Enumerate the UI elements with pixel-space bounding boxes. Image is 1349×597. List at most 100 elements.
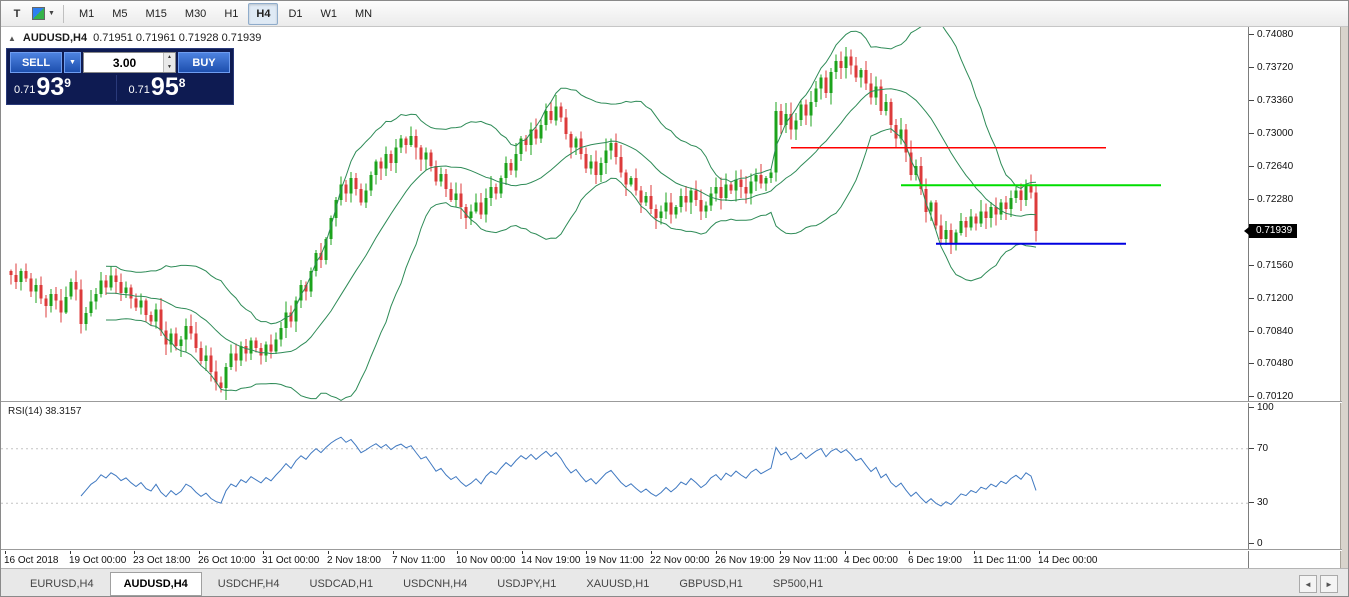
buy-price-prefix: 0.71 bbox=[128, 84, 150, 96]
tab-usdcad-h1[interactable]: USDCAD,H1 bbox=[309, 577, 374, 590]
time-axis-tick bbox=[845, 551, 846, 554]
volume-dropdown-button[interactable]: ▼ bbox=[64, 52, 81, 73]
one-click-toggle-icon[interactable]: ▲ bbox=[8, 33, 16, 43]
rsi-indicator-label: RSI(14) 38.3157 bbox=[8, 406, 82, 417]
timeframe-m5[interactable]: M5 bbox=[112, 7, 128, 20]
time-axis-tick bbox=[134, 551, 135, 554]
time-axis-label: 19 Oct 00:00 bbox=[69, 555, 127, 566]
time-axis-tick bbox=[716, 551, 717, 554]
time-axis-tick bbox=[263, 551, 264, 554]
tab-scroll-left-icon[interactable]: ◄ bbox=[1299, 575, 1317, 593]
chart-tabbar: EURUSD,H4 AUDUSD,H4 USDCHF,H4 USDCAD,H1 … bbox=[1, 568, 1348, 596]
price-axis-label: 0.72280 bbox=[1248, 194, 1294, 205]
rsi-levels bbox=[1, 448, 1248, 504]
time-axis-label: 26 Nov 19:00 bbox=[715, 555, 775, 566]
main-chart-canvas[interactable] bbox=[1, 27, 1248, 401]
time-axis-tick bbox=[393, 551, 394, 554]
time-axis-label: 7 Nov 11:00 bbox=[392, 555, 446, 566]
vertical-scrollbar[interactable] bbox=[1340, 27, 1348, 568]
timeframe-h1[interactable]: H1 bbox=[224, 7, 239, 20]
tab-usdjpy-h1[interactable]: USDJPY,H1 bbox=[497, 577, 557, 590]
tab-usdcnh-h4[interactable]: USDCNH,H4 bbox=[403, 577, 468, 590]
volume-input[interactable] bbox=[84, 53, 175, 72]
time-axis-tick bbox=[780, 551, 781, 554]
pane-separator[interactable] bbox=[1, 401, 1342, 403]
text-tool-icon: T bbox=[13, 7, 21, 20]
time-axis-tick bbox=[651, 551, 652, 554]
time-axis-label: 26 Oct 10:00 bbox=[198, 555, 256, 566]
price-axis-label: 0.73720 bbox=[1248, 62, 1294, 73]
price-axis: 0.71939 0.74080 0.73720 0.73360 0.73000 0.72… bbox=[1243, 27, 1342, 568]
tab-gbpusd-h1[interactable]: GBPUSD,H1 bbox=[679, 577, 743, 590]
time-axis: 16 Oct 2018 19 Oct 00:00 23 Oct 18:00 26 Oc… bbox=[1, 551, 1248, 568]
chart-ohlc-label: 0.71951 0.71961 0.71928 0.71939 bbox=[93, 32, 262, 44]
time-axis-tick bbox=[586, 551, 587, 554]
rsi-indicator-canvas[interactable] bbox=[1, 403, 1248, 549]
time-axis-label: 6 Dec 19:00 bbox=[908, 555, 962, 566]
text-tool-button[interactable]: T bbox=[5, 3, 29, 25]
price-axis-label: 0.74080 bbox=[1248, 29, 1294, 40]
tab-eurusd-h4[interactable]: EURUSD,H4 bbox=[30, 577, 94, 590]
price-axis-label: 0.70840 bbox=[1248, 326, 1294, 337]
time-axis-label: 2 Nov 18:00 bbox=[327, 555, 381, 566]
bollinger-bands bbox=[105, 27, 1037, 401]
volume-field-wrap: ▲ ▼ bbox=[83, 52, 176, 73]
timeframe-m30[interactable]: M30 bbox=[184, 7, 207, 20]
tab-usdchf-h4[interactable]: USDCHF,H4 bbox=[217, 577, 280, 590]
time-axis-label: 14 Dec 00:00 bbox=[1038, 555, 1098, 566]
time-axis-label: 29 Nov 11:00 bbox=[779, 555, 838, 566]
timeframe-w1[interactable]: W1 bbox=[320, 7, 338, 20]
price-axis-label: 0.72640 bbox=[1248, 161, 1294, 172]
timeframe-m1[interactable]: M1 bbox=[78, 7, 95, 20]
timeframe-toolbar: T ▼ M1 M5 M15 M30 H1 H4 D1 W1 MN bbox=[1, 1, 1348, 27]
tab-audusd-h4-active[interactable]: AUDUSD,H4 bbox=[109, 571, 202, 596]
candlesticks bbox=[9, 46, 1038, 400]
chevron-down-icon: ▼ bbox=[69, 59, 76, 66]
tab-xauusd-h1[interactable]: XAUUSD,H1 bbox=[586, 577, 650, 590]
tab-scroll-right-icon[interactable]: ► bbox=[1320, 575, 1338, 593]
sell-price-big: 93 bbox=[36, 73, 65, 101]
timeframe-d1[interactable]: D1 bbox=[288, 7, 303, 20]
time-axis-label: 10 Nov 00:00 bbox=[456, 555, 516, 566]
chart-symbol-label: AUDUSD,H4 bbox=[22, 32, 88, 44]
spinner-down-icon[interactable]: ▼ bbox=[164, 62, 175, 72]
buy-price-pip: 8 bbox=[178, 76, 186, 90]
sell-price-prefix: 0.71 bbox=[14, 84, 36, 96]
timeframe-h4-active[interactable]: H4 bbox=[248, 2, 279, 25]
time-axis-label: 31 Oct 00:00 bbox=[262, 555, 320, 566]
price-axis-label: 0.70120 bbox=[1248, 391, 1294, 402]
buy-price: 0.71 95 8 bbox=[115, 73, 231, 101]
time-axis-label: 4 Dec 00:00 bbox=[844, 555, 898, 566]
timeframe-m15[interactable]: M15 bbox=[145, 7, 167, 20]
time-axis-label: 23 Oct 18:00 bbox=[133, 555, 191, 566]
rsi-axis-label: 30 bbox=[1248, 497, 1269, 508]
tab-sp500-h1[interactable]: SP500,H1 bbox=[772, 577, 824, 590]
toolbar-separator bbox=[62, 4, 64, 23]
colors-tool-button[interactable]: ▼ bbox=[31, 3, 56, 25]
rsi-axis-label: 0 bbox=[1249, 538, 1263, 549]
time-axis-label: 22 Nov 00:00 bbox=[650, 555, 710, 566]
buy-price-big: 95 bbox=[150, 73, 179, 101]
chart-title: ▲ AUDUSD,H4 0.71951 0.71961 0.71928 0.71… bbox=[8, 32, 261, 44]
sell-button[interactable]: SELL bbox=[10, 52, 62, 73]
time-axis-tick bbox=[457, 551, 458, 554]
buy-button[interactable]: BUY bbox=[178, 52, 230, 73]
timeframe-mn[interactable]: MN bbox=[355, 7, 373, 20]
time-axis-tick bbox=[70, 551, 71, 554]
price-axis-label: 0.71200 bbox=[1248, 293, 1294, 304]
price-axis-label: 0.73360 bbox=[1248, 95, 1294, 106]
spinner-up-icon[interactable]: ▲ bbox=[164, 53, 175, 63]
palette-icon bbox=[32, 7, 45, 20]
chart-area: 16 Oct 2018 19 Oct 00:00 23 Oct 18:00 26 Oc… bbox=[1, 27, 1342, 568]
price-axis-label: 0.73000 bbox=[1248, 128, 1294, 139]
chart-plot-column: 16 Oct 2018 19 Oct 00:00 23 Oct 18:00 26 Oc… bbox=[1, 27, 1248, 568]
time-axis-tick bbox=[5, 551, 6, 554]
time-axis-label: 19 Nov 11:00 bbox=[585, 555, 644, 566]
time-axis-tick bbox=[1039, 551, 1040, 554]
time-axis-tick bbox=[974, 551, 975, 554]
time-axis-label: 11 Dec 11:00 bbox=[973, 555, 1032, 566]
pane-separator[interactable] bbox=[1, 549, 1342, 551]
volume-spinners: ▲ ▼ bbox=[163, 53, 175, 72]
time-axis-tick bbox=[328, 551, 329, 554]
